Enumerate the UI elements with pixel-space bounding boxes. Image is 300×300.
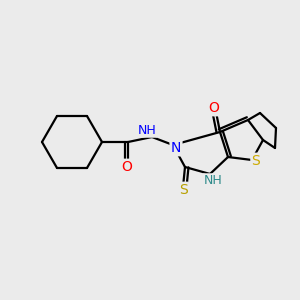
Text: NH: NH bbox=[204, 175, 222, 188]
Text: O: O bbox=[122, 160, 132, 174]
Text: N: N bbox=[171, 141, 181, 155]
Text: S: S bbox=[252, 154, 260, 168]
Text: NH: NH bbox=[138, 124, 156, 136]
Text: S: S bbox=[178, 183, 188, 197]
Text: O: O bbox=[208, 101, 219, 115]
